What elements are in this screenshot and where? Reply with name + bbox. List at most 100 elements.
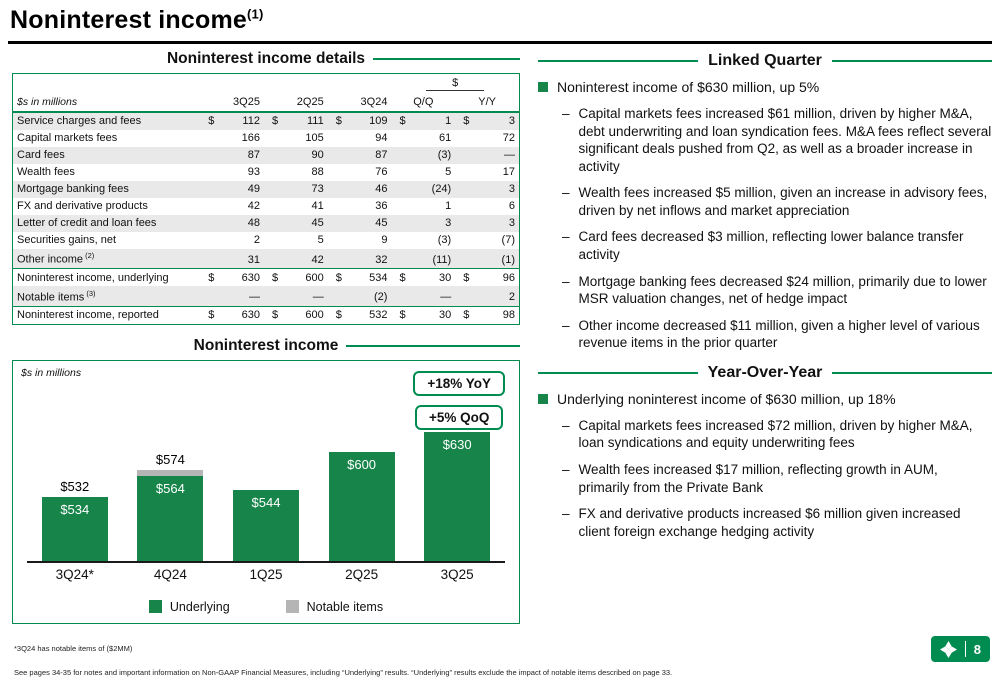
chart-section-title: Noninterest income: [12, 336, 521, 355]
table-row: Letter of credit and loan fees 48 45 45 3 3: [13, 214, 519, 232]
noninterest-income-chart: $s in millions +18% YoY +5% QoQ $532 $534…: [12, 359, 520, 624]
row-label: Letter of credit and loan fees: [13, 214, 201, 232]
bar-plot-area: $532 $534 $574 $564 $544 $600 $630: [27, 399, 505, 563]
column-header-qq: Q/Q: [391, 93, 456, 113]
cell-value: 93: [247, 166, 260, 178]
cell-value: 166: [241, 132, 260, 144]
linked-quarter-heading: Linked Quarter: [538, 52, 992, 70]
details-section-title: Noninterest income details: [12, 50, 521, 68]
underlying-value-label: $544: [251, 495, 281, 511]
bar-column-3Q24: $532 $534: [27, 479, 123, 561]
cell-value: $3: [455, 111, 519, 130]
cell-value: 5: [317, 234, 324, 246]
chart-footnote: *3Q24 has notable items of ($2MM): [14, 644, 133, 653]
cell-value: $532: [327, 305, 392, 324]
underlying-value-label: $600: [347, 456, 377, 472]
cell-value: (1): [455, 248, 519, 269]
table-row: FX and derivative products 42 41 36 1 6: [13, 198, 519, 215]
dollar-group-header: $: [391, 74, 519, 93]
legend-underlying-label: Underlying: [169, 599, 230, 614]
legend-notable-label: Notable items: [306, 599, 384, 614]
cell-value: 73: [263, 180, 328, 198]
cell-value: 88: [311, 166, 324, 178]
table-row: Noninterest income, reported $630 $600 $532…: [13, 305, 519, 324]
row-label: Noninterest income, reported: [13, 305, 201, 324]
cell-value: 5: [445, 166, 452, 178]
sub-bullet-text: Capital markets fees increased $61 milli…: [578, 106, 992, 174]
row-label: Capital markets fees: [17, 132, 118, 144]
row-label: Other income (2): [13, 248, 201, 269]
x-axis-label: 3Q25: [440, 566, 474, 582]
heading-rule-left: [538, 371, 698, 374]
dash-bullet-icon: –: [562, 417, 570, 433]
table-row: Mortgage banking fees 49 73 46 (24) 3: [13, 180, 519, 198]
heading-rule-right: [832, 371, 992, 374]
chart-section: Noninterest income $s in millions +18% Y…: [12, 336, 521, 624]
cell-value: —: [263, 286, 328, 307]
units-label: $s in millions: [13, 93, 201, 113]
cell-value: $600: [263, 268, 328, 287]
table-row: Capital markets fees 166 105 94 61 72: [13, 130, 519, 147]
table-row: Card fees 87 90 87 (3) —: [13, 146, 519, 164]
table-row: Service charges and fees $112 $111 $109 $1 $3: [13, 111, 519, 130]
table-row: Securities gains, net 2 5 9 (3) (7): [13, 232, 519, 249]
cell-value: —: [391, 286, 456, 307]
page-header: Noninterest income(1): [10, 6, 992, 35]
cell-value: 31: [200, 248, 264, 269]
underlying-bar-segment: $534: [41, 496, 108, 561]
dash-bullet-icon: –: [562, 462, 570, 478]
cell-value: 6: [508, 200, 515, 212]
cell-value: $112: [200, 111, 264, 130]
x-axis-label: 4Q24: [153, 566, 187, 582]
cell-value: 76: [375, 166, 388, 178]
year-over-year-bullet: Underlying noninterest income of $630 mi…: [538, 390, 992, 408]
x-axis-label: 1Q25: [249, 566, 283, 582]
cell-value: (7): [501, 234, 515, 246]
x-axis-label: 3Q24*: [55, 566, 94, 582]
underlying-value-label: $630: [442, 436, 472, 452]
year-over-year-heading: Year-Over-Year: [538, 364, 992, 382]
cell-value: 87: [327, 146, 392, 164]
brand-logo-block: 8: [930, 636, 990, 662]
cell-value: 87: [200, 146, 264, 164]
legend-item-underlying: Underlying: [148, 599, 230, 614]
dash-bullet-icon: –: [562, 229, 570, 245]
sub-bullet-text: Card fees decreased $3 million, reflecti…: [578, 229, 964, 263]
underlying-value-label: $564: [155, 481, 185, 497]
page-title-footnote-ref: (1): [246, 6, 264, 22]
cell-value: 94: [375, 132, 388, 144]
chart-title-rule: [346, 344, 521, 348]
cell-value: (2): [327, 286, 392, 307]
cell-value: 2: [253, 234, 260, 246]
notable-swatch-icon: [285, 600, 299, 614]
cell-value: 36: [375, 200, 388, 212]
row-label: Wealth fees: [17, 166, 75, 178]
cell-value: 9: [381, 234, 388, 246]
x-axis-labels: 3Q24* 4Q24 1Q25 2Q25 3Q25: [27, 567, 505, 582]
details-table-body: Service charges and fees $112 $111 $109 $1 $3…: [13, 111, 519, 324]
sub-bullet: – Capital markets fees increased $72 mill…: [562, 417, 992, 452]
cell-value: (24): [391, 180, 456, 198]
cell-value: $98: [455, 305, 519, 324]
sub-bullet: – Mortgage banking fees decreased $24 mil…: [562, 273, 992, 308]
row-label: FX and derivative products: [17, 200, 148, 212]
bar-column-1Q25: $544: [218, 490, 314, 561]
qoq-badge: +5% QoQ: [414, 404, 504, 430]
cell-value: 61: [438, 132, 452, 144]
table-row: Notable items (3) — — (2) —2: [13, 286, 519, 307]
row-label: Noninterest income, underlying: [13, 268, 201, 287]
notable-items-segment: [137, 469, 204, 477]
cell-value: $111: [263, 111, 328, 130]
cell-value: 45: [263, 214, 328, 232]
chart-title-text: Noninterest income: [193, 336, 339, 354]
cell-value: 2: [455, 286, 519, 307]
cell-value: 45: [327, 214, 392, 232]
cell-value: $630: [200, 268, 264, 287]
bar-column-3Q25: $630: [409, 431, 505, 561]
page-number: 8: [973, 641, 981, 657]
sub-bullet-text: Mortgage banking fees decreased $24 mill…: [578, 273, 987, 307]
cell-value: 3: [455, 214, 519, 232]
page-footnote: See pages 34-35 for notes and important …: [14, 668, 673, 677]
chart-legend: Underlying Notable items: [13, 600, 519, 614]
